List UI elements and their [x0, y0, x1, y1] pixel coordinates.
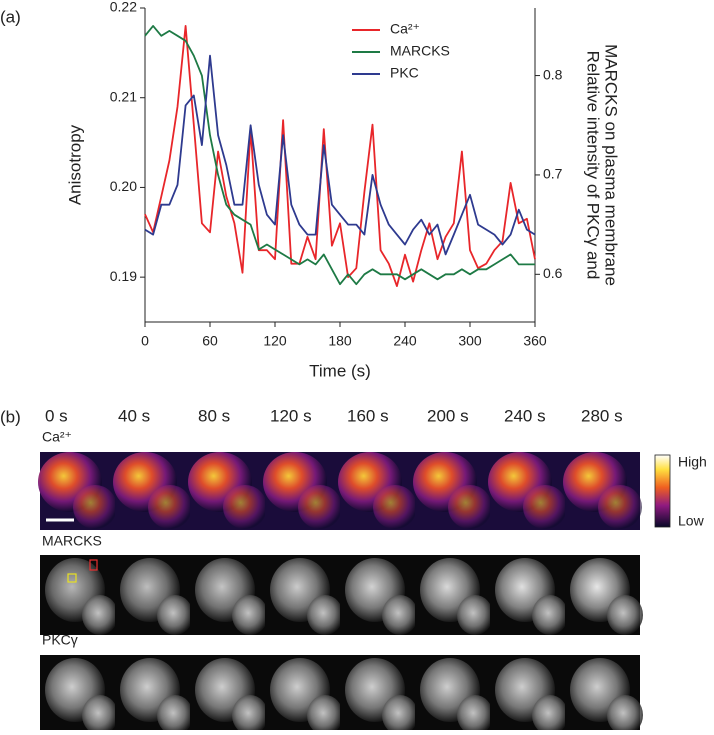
y2-axis-label: Relative intensity of PKCγ and [584, 51, 603, 280]
image-frame [563, 452, 642, 530]
roi [67, 573, 77, 583]
panel-label: (a) [0, 7, 21, 26]
image-frame [190, 555, 268, 635]
data-line [144, 25, 535, 286]
y-tick-label: 0.20 [110, 178, 137, 194]
image-frame [565, 555, 643, 635]
cell [307, 695, 343, 735]
y-axis-label: Anisotropy [65, 124, 84, 205]
image-frame [490, 555, 568, 635]
cell [532, 695, 568, 735]
x-tick-label: 120 [263, 333, 287, 349]
image-frame [488, 452, 567, 530]
legend-label: MARCKS [390, 43, 450, 59]
y2-axis-label: MARCKS on plasma membrane [602, 44, 621, 286]
row-label: PKCγ [42, 632, 78, 648]
image-frame [490, 655, 568, 735]
image-frame [113, 452, 192, 530]
cell [157, 695, 193, 735]
cell-signal [223, 485, 267, 529]
x-tick-label: 240 [393, 333, 417, 349]
image-frame [40, 555, 118, 635]
colorbar-high: High [678, 454, 707, 470]
cell-signal [373, 485, 417, 529]
cell [607, 595, 643, 635]
cell-signal [73, 485, 117, 529]
colorbar-low: Low [678, 513, 705, 529]
time-label: 80 s [198, 406, 230, 425]
cell-signal [298, 485, 342, 529]
time-label: 160 s [347, 406, 389, 425]
time-label: 0 s [45, 406, 68, 425]
time-label: 200 s [427, 406, 469, 425]
image-frame [415, 655, 493, 735]
cell [232, 595, 268, 635]
cell-signal [148, 485, 192, 529]
cell [82, 695, 118, 735]
image-frame [115, 555, 193, 635]
cell [607, 695, 643, 735]
image-frame [340, 555, 418, 635]
time-label: 120 s [270, 406, 312, 425]
image-frame [40, 655, 118, 735]
cell [382, 695, 418, 735]
data-line [144, 54, 536, 256]
image-frame [340, 655, 418, 735]
cell-signal [523, 485, 567, 529]
cell [82, 595, 118, 635]
image-frame [263, 452, 342, 530]
roi [89, 559, 98, 571]
x-tick-label: 60 [202, 333, 218, 349]
legend-label: Ca²⁺ [390, 21, 420, 37]
x-tick-label: 300 [458, 333, 482, 349]
cell [457, 595, 493, 635]
x-axis-label: Time (s) [309, 361, 371, 380]
cell [157, 595, 193, 635]
cell [382, 595, 418, 635]
x-tick-label: 360 [523, 333, 547, 349]
image-frame [190, 655, 268, 735]
y2-tick-label: 0.8 [543, 66, 563, 82]
time-label: 280 s [581, 406, 623, 425]
y2-tick-label: 0.6 [543, 265, 563, 281]
image-frame [115, 655, 193, 735]
row-label: MARCKS [42, 533, 102, 549]
cell [532, 595, 568, 635]
cell-signal [598, 485, 642, 529]
image-frame [413, 452, 492, 530]
time-label: 240 s [504, 406, 546, 425]
cell [457, 695, 493, 735]
data-line [144, 25, 536, 287]
colorbar [654, 454, 671, 528]
y-tick-label: 0.21 [110, 88, 137, 104]
x-tick-label: 180 [328, 333, 352, 349]
x-tick-label: 0 [141, 333, 149, 349]
cell [307, 595, 343, 635]
time-label: 40 s [118, 406, 150, 425]
panel-label: (b) [0, 407, 21, 426]
y-tick-label: 0.19 [110, 268, 137, 284]
image-frame [265, 555, 343, 635]
cell [232, 695, 268, 735]
row-label: Ca²⁺ [42, 429, 72, 445]
image-frame [38, 452, 117, 530]
image-frame [188, 452, 267, 530]
image-frame [415, 555, 493, 635]
y-tick-label: 0.22 [110, 0, 137, 15]
y2-tick-label: 0.7 [543, 166, 563, 182]
cell-signal [448, 485, 492, 529]
image-frame [565, 655, 643, 735]
image-frame [338, 452, 417, 530]
legend-label: PKC [390, 65, 419, 81]
image-frame [265, 655, 343, 735]
